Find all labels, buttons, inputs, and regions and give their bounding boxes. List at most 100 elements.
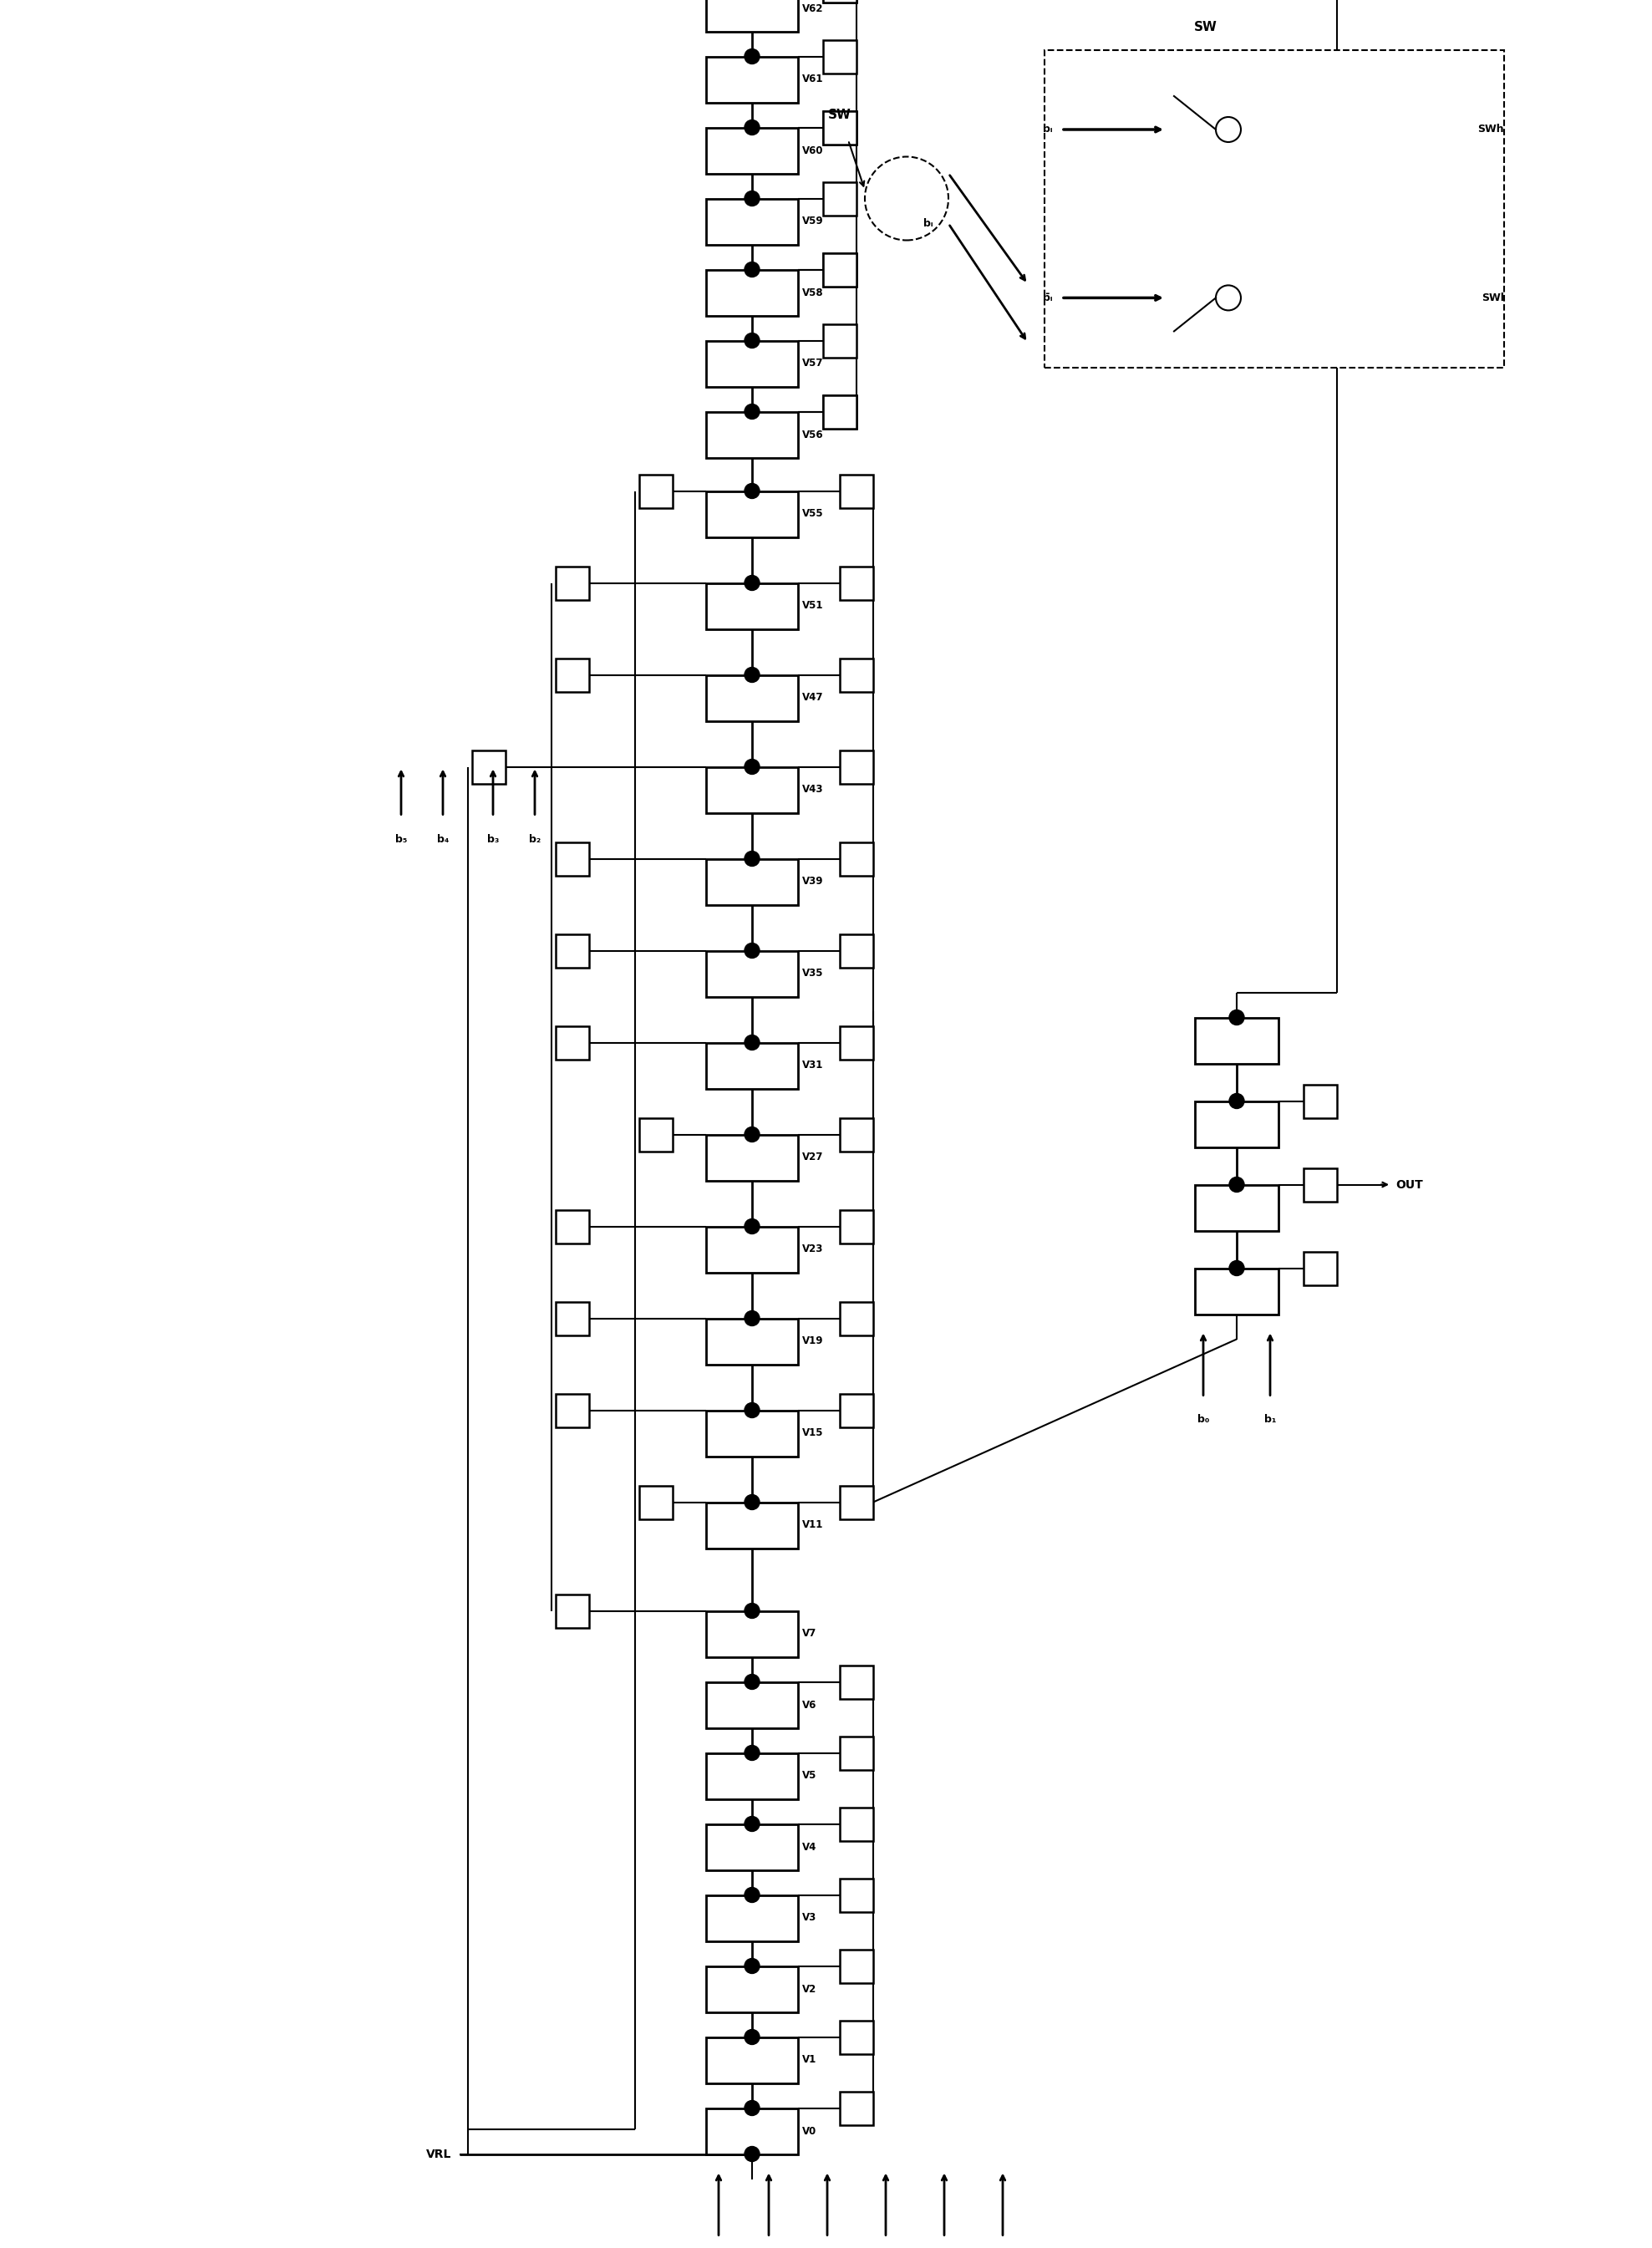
Bar bbox=[555, 1394, 590, 1427]
Bar bbox=[839, 474, 874, 508]
Text: OUT: OUT bbox=[1396, 1178, 1422, 1191]
Text: b₄: b₄ bbox=[436, 834, 449, 845]
Text: SWl: SWl bbox=[1482, 292, 1503, 303]
Text: V19: V19 bbox=[803, 1335, 823, 1347]
Bar bbox=[705, 1135, 798, 1180]
Text: V1: V1 bbox=[803, 2055, 816, 2066]
Circle shape bbox=[745, 1126, 760, 1142]
Bar bbox=[1303, 1084, 1336, 1117]
Bar bbox=[1194, 1018, 1279, 1063]
Text: b₁: b₁ bbox=[1264, 1414, 1275, 1425]
Bar bbox=[839, 1879, 874, 1911]
Bar bbox=[639, 1486, 672, 1520]
Circle shape bbox=[745, 1603, 760, 1619]
Text: VRL: VRL bbox=[426, 2149, 451, 2160]
Text: V6: V6 bbox=[803, 1699, 816, 1711]
Bar bbox=[823, 252, 856, 285]
Text: V51: V51 bbox=[803, 600, 823, 611]
Bar bbox=[705, 1895, 798, 1940]
Bar bbox=[1044, 49, 1503, 369]
Text: V43: V43 bbox=[803, 785, 823, 796]
Bar bbox=[823, 182, 856, 216]
Bar bbox=[705, 1227, 798, 1272]
Bar bbox=[705, 582, 798, 629]
Bar bbox=[839, 659, 874, 692]
Bar bbox=[555, 843, 590, 874]
Bar bbox=[639, 1117, 672, 1151]
Circle shape bbox=[745, 944, 760, 958]
Bar bbox=[839, 843, 874, 874]
Circle shape bbox=[745, 1958, 760, 1974]
Bar bbox=[705, 1502, 798, 1549]
Text: bᵢ: bᵢ bbox=[1042, 124, 1052, 135]
Circle shape bbox=[745, 1888, 760, 1902]
Bar bbox=[555, 1025, 590, 1059]
Text: V27: V27 bbox=[803, 1151, 823, 1162]
Bar bbox=[705, 2037, 798, 2084]
Text: V31: V31 bbox=[803, 1061, 823, 1070]
Bar bbox=[705, 951, 798, 996]
Circle shape bbox=[745, 49, 760, 63]
Circle shape bbox=[745, 333, 760, 348]
Bar bbox=[823, 396, 856, 429]
Circle shape bbox=[745, 1675, 760, 1688]
Text: V5: V5 bbox=[803, 1771, 816, 1780]
Bar bbox=[823, 40, 856, 74]
Bar bbox=[705, 859, 798, 904]
Text: b̄ᵢ: b̄ᵢ bbox=[1042, 292, 1052, 303]
Bar bbox=[839, 1807, 874, 1841]
Bar bbox=[839, 1394, 874, 1427]
Text: V58: V58 bbox=[803, 288, 824, 299]
Bar bbox=[1303, 1169, 1336, 1200]
Bar bbox=[705, 339, 798, 387]
Text: b₃: b₃ bbox=[487, 834, 499, 845]
Bar bbox=[839, 1486, 874, 1520]
Text: V35: V35 bbox=[803, 969, 823, 980]
Text: V23: V23 bbox=[803, 1243, 823, 1254]
Text: SW: SW bbox=[1194, 20, 1218, 34]
Bar bbox=[705, 1823, 798, 1870]
Text: V4: V4 bbox=[803, 1841, 816, 1852]
Bar bbox=[705, 1682, 798, 1729]
Bar bbox=[705, 198, 798, 245]
Circle shape bbox=[745, 852, 760, 865]
Bar bbox=[555, 1302, 590, 1335]
Circle shape bbox=[1229, 1261, 1244, 1275]
Bar bbox=[839, 2091, 874, 2124]
Bar bbox=[1194, 1268, 1279, 1315]
Text: V56: V56 bbox=[803, 429, 824, 441]
Text: V2: V2 bbox=[803, 1983, 816, 1994]
Text: V0: V0 bbox=[803, 2127, 816, 2136]
Text: V57: V57 bbox=[803, 357, 823, 369]
Circle shape bbox=[745, 2100, 760, 2115]
Text: SWh: SWh bbox=[1477, 124, 1503, 135]
Bar bbox=[705, 128, 798, 173]
Text: b₀: b₀ bbox=[1198, 1414, 1209, 1425]
Circle shape bbox=[745, 2147, 760, 2163]
Circle shape bbox=[745, 1495, 760, 1511]
Bar bbox=[555, 659, 590, 692]
Text: V7: V7 bbox=[803, 1628, 816, 1639]
Bar bbox=[1303, 1252, 1336, 1286]
Bar bbox=[839, 566, 874, 600]
Text: b₂: b₂ bbox=[529, 834, 540, 845]
Bar bbox=[839, 1209, 874, 1243]
Bar bbox=[472, 751, 506, 785]
Bar bbox=[705, 490, 798, 537]
Text: V11: V11 bbox=[803, 1520, 823, 1531]
Bar bbox=[839, 1025, 874, 1059]
Text: V60: V60 bbox=[803, 144, 823, 155]
Circle shape bbox=[745, 405, 760, 418]
Bar bbox=[705, 270, 798, 315]
Bar bbox=[839, 1735, 874, 1769]
Circle shape bbox=[745, 2030, 760, 2043]
Bar bbox=[1194, 1102, 1279, 1146]
Bar bbox=[705, 1043, 798, 1088]
Bar bbox=[705, 1612, 798, 1657]
Circle shape bbox=[1229, 1093, 1244, 1108]
Text: bᵢ: bᵢ bbox=[923, 218, 933, 229]
Bar bbox=[823, 110, 856, 144]
Bar bbox=[705, 1317, 798, 1365]
Bar bbox=[839, 1302, 874, 1335]
Circle shape bbox=[745, 668, 760, 683]
